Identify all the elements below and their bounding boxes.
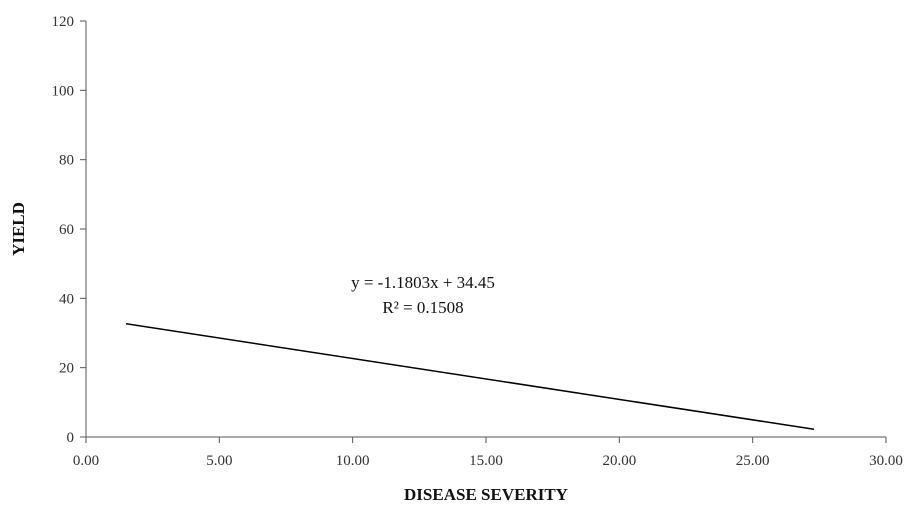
x-tick-label: 0.00 (73, 453, 99, 469)
x-axis-ticks: 0.00 5.00 10.00 15.00 20.00 25.00 30.00 (73, 437, 903, 469)
y-tick-label: 80 (59, 153, 74, 169)
y-tick-label: 20 (59, 361, 74, 377)
x-tick-label: 30.00 (869, 453, 903, 469)
x-tick-label: 5.00 (206, 453, 232, 469)
y-axis-title: YIELD (9, 202, 28, 256)
y-tick-label: 120 (52, 14, 75, 30)
trendline-equation: y = -1.1803x + 34.45 (351, 273, 495, 292)
y-tick-label: 0 (67, 430, 75, 446)
trendline (125, 322, 815, 431)
r-squared-label: R² = 0.1508 (382, 298, 463, 317)
x-tick-label: 15.00 (469, 453, 503, 469)
y-tick-label: 100 (52, 83, 75, 99)
x-axis-title: DISEASE SEVERITY (404, 485, 568, 504)
x-tick-label: 25.00 (736, 453, 770, 469)
x-tick-label: 20.00 (602, 453, 636, 469)
y-tick-label: 40 (59, 291, 74, 307)
y-tick-label: 60 (59, 222, 74, 238)
series-layer (125, 322, 815, 431)
x-tick-label: 10.00 (336, 453, 370, 469)
y-axis-ticks: 0 20 40 60 80 100 120 (52, 14, 86, 446)
